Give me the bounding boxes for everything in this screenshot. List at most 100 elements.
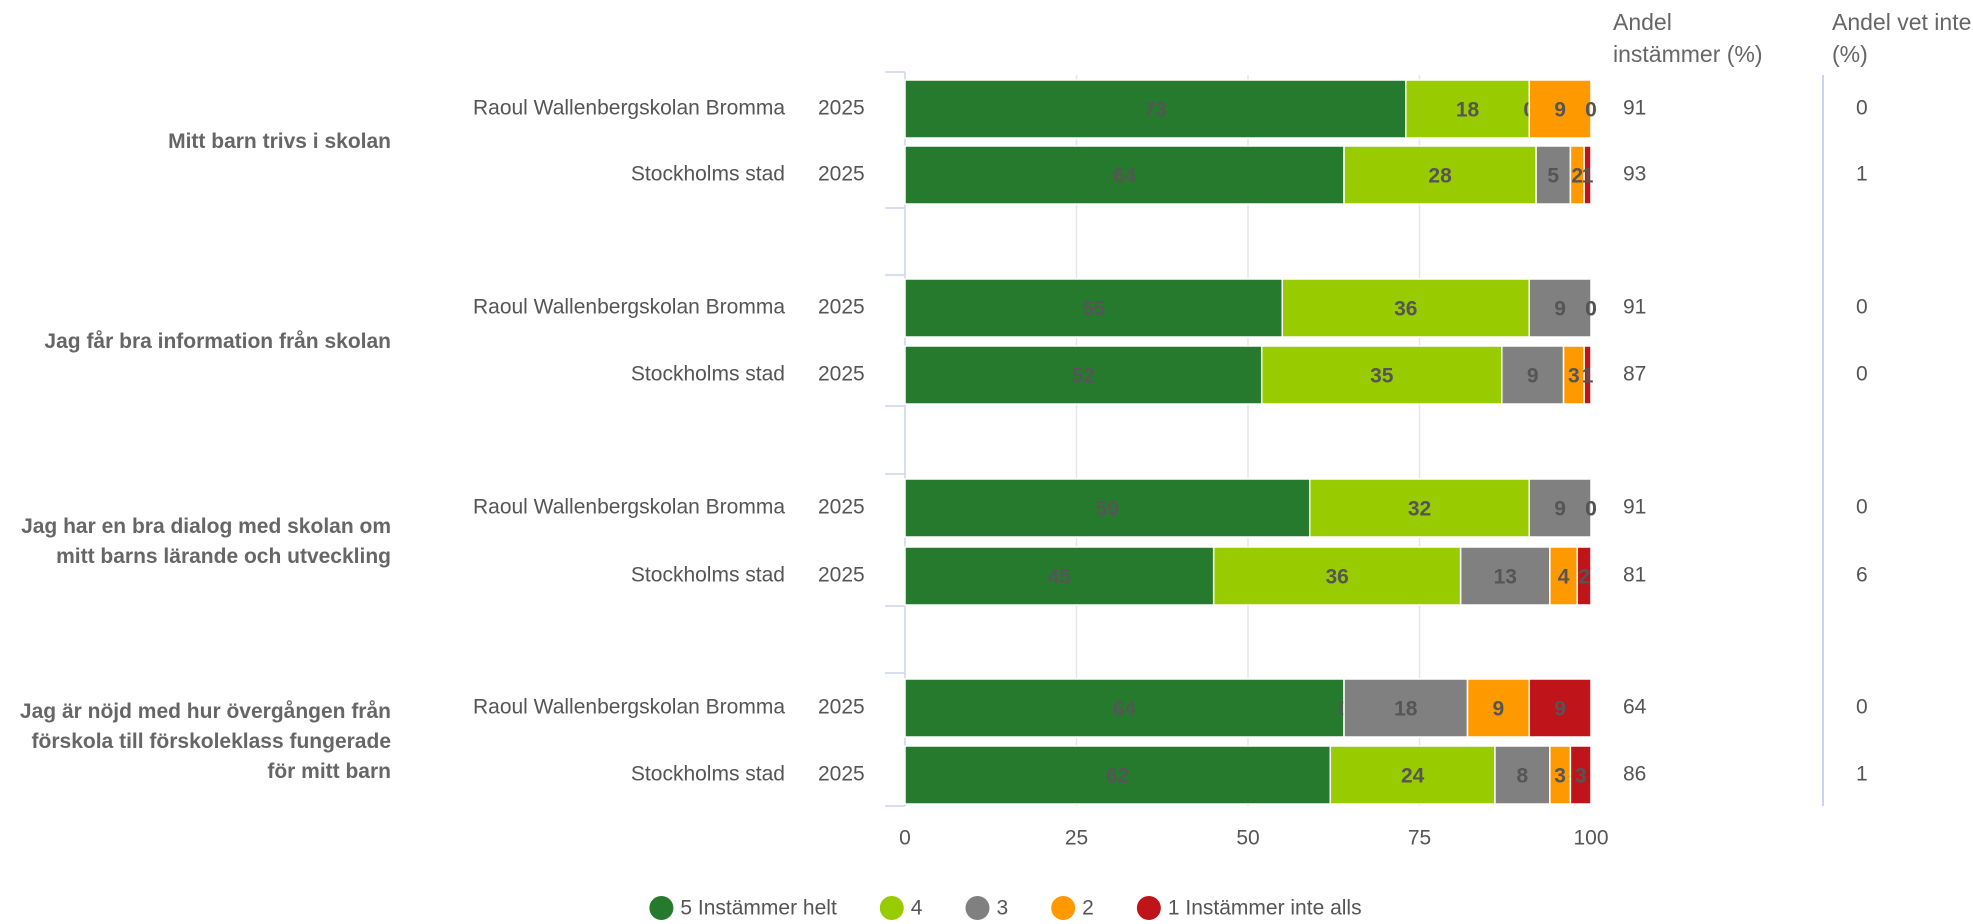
- bar-segment: [1583, 145, 1592, 205]
- row-label: Stockholms stad: [631, 763, 785, 786]
- bar-segment: [1583, 345, 1592, 405]
- bar-segment: [1501, 345, 1565, 405]
- column-value: 6: [1856, 564, 1868, 587]
- data-label: 73: [1144, 99, 1167, 122]
- year-label: 2025: [818, 163, 865, 186]
- legend-label: 3: [996, 897, 1008, 920]
- column-value: 0: [1856, 363, 1868, 386]
- column-value: 91: [1623, 496, 1646, 519]
- data-label: 8: [1517, 765, 1529, 788]
- legend-label: 4: [911, 897, 923, 920]
- x-tick-label: 0: [899, 827, 911, 850]
- bar-segment: [1329, 745, 1496, 805]
- legend-marker: [649, 896, 674, 920]
- data-label: 18: [1394, 698, 1418, 721]
- data-label: 28: [1428, 165, 1452, 188]
- data-label: 36: [1394, 298, 1417, 321]
- column-value: 81: [1623, 564, 1646, 587]
- data-label: 13: [1494, 566, 1517, 589]
- data-label: 18: [1456, 99, 1480, 122]
- bar-segment: [1281, 278, 1531, 338]
- column-value: 0: [1856, 97, 1868, 120]
- bar-segment: [1576, 546, 1592, 606]
- bar-segment: [1466, 678, 1531, 738]
- data-label: 1: [1582, 365, 1594, 388]
- data-label: 0: [1585, 298, 1597, 321]
- column-header: Andel instämmer (%): [1613, 9, 1763, 67]
- column-header: Andel vet inte (%): [1832, 9, 1972, 67]
- bar-segment: [1535, 145, 1572, 205]
- data-label: 64: [1113, 165, 1137, 188]
- column-value: 86: [1623, 763, 1646, 786]
- legend-label: 1 Instämmer inte alls: [1168, 897, 1362, 920]
- data-label: 0: [1585, 498, 1597, 521]
- data-label: 32: [1408, 498, 1431, 521]
- legend-marker: [879, 896, 904, 920]
- column-value: 93: [1623, 163, 1646, 186]
- data-label: 45: [1048, 566, 1072, 589]
- data-label: 4: [1558, 566, 1570, 589]
- data-label: 3: [1568, 365, 1580, 388]
- column-value: 1: [1856, 163, 1868, 186]
- data-label: 9: [1554, 298, 1566, 321]
- row-label: Raoul Wallenbergskolan Bromma: [473, 496, 785, 519]
- column-value: 0: [1856, 496, 1868, 519]
- data-label: 2: [1578, 566, 1590, 589]
- year-label: 2025: [818, 363, 865, 386]
- bar-segment: [1260, 345, 1503, 405]
- data-label: 0: [1585, 298, 1597, 321]
- bar-segment: [904, 678, 1345, 738]
- data-label: 52: [1072, 365, 1095, 388]
- data-label: 59: [1096, 498, 1119, 521]
- question-label: Jag får bra information från skolan: [44, 329, 391, 353]
- question-label: Mitt barn trivs i skolan: [168, 130, 391, 153]
- legend: 5 Instämmer helt 4 3 2 1 Instämmer inte alls: [649, 896, 1362, 920]
- row-label: Stockholms stad: [631, 163, 785, 186]
- legend-marker: [965, 896, 990, 920]
- data-label: 9: [1554, 99, 1566, 122]
- legend-marker: [1051, 896, 1076, 920]
- data-label: 9: [1493, 698, 1505, 721]
- row-label: Raoul Wallenbergskolan Bromma: [473, 97, 785, 120]
- data-label: 3: [1575, 765, 1587, 788]
- bar-segment: [1212, 546, 1462, 606]
- bar-segment: [1343, 678, 1469, 738]
- year-label: 2025: [818, 763, 865, 786]
- row-label: Stockholms stad: [631, 564, 785, 587]
- column-value: 64: [1623, 696, 1647, 719]
- bar-segment: [1459, 546, 1551, 606]
- data-label: 62: [1106, 765, 1129, 788]
- row-label: Stockholms stad: [631, 363, 785, 386]
- column-value: 1: [1856, 763, 1868, 786]
- bar-segment: [904, 79, 1407, 139]
- legend-label: 2: [1082, 897, 1094, 920]
- question-label: Jag är nöjd med hur övergången från förs…: [19, 699, 391, 783]
- bar-segment: [1528, 278, 1592, 338]
- data-label: 0: [1585, 498, 1597, 521]
- bar-segment: [904, 345, 1263, 405]
- bar-segment: [1528, 79, 1592, 139]
- data-label: 9: [1554, 498, 1566, 521]
- bar-segment: [1343, 145, 1537, 205]
- data-label: 0: [1585, 99, 1597, 122]
- year-label: 2025: [818, 496, 865, 519]
- data-label: 35: [1370, 365, 1394, 388]
- year-label: 2025: [818, 97, 865, 120]
- data-label: 1: [1582, 165, 1594, 188]
- year-label: 2025: [818, 564, 865, 587]
- bar-segment: [1549, 546, 1579, 606]
- data-label: 36: [1326, 566, 1349, 589]
- bar-segment: [1405, 79, 1531, 139]
- data-label: 3: [1554, 765, 1566, 788]
- data-label: 9: [1527, 365, 1539, 388]
- data-label: 55: [1082, 298, 1106, 321]
- x-tick-label: 25: [1065, 827, 1088, 850]
- bar-segment: [1528, 678, 1592, 738]
- bar-segment: [1528, 478, 1592, 538]
- x-tick-label: 75: [1408, 827, 1431, 850]
- column-value: 0: [1856, 696, 1868, 719]
- column-value: 87: [1623, 363, 1646, 386]
- data-label: 2: [1571, 165, 1583, 188]
- legend-label: 5 Instämmer helt: [680, 897, 837, 920]
